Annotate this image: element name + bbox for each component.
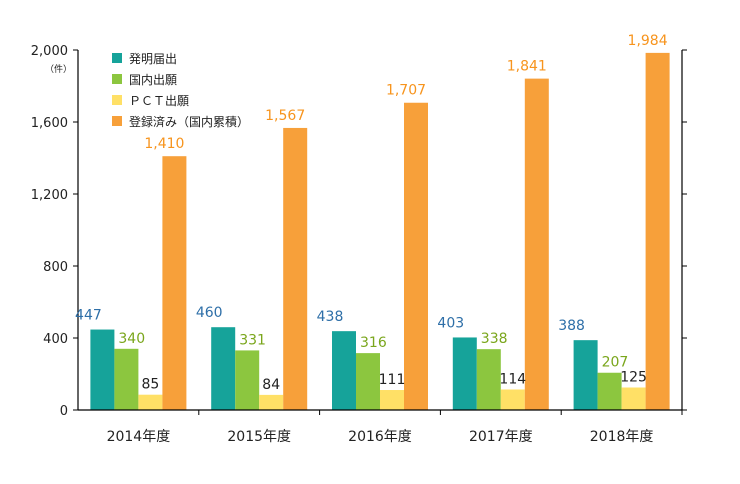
- data-label-s3-c4: 1,984: [628, 33, 668, 49]
- bar-s3-c3: [524, 78, 549, 411]
- bar-s3-c2: [404, 102, 428, 411]
- y-tick-label-1: 400: [43, 332, 68, 347]
- y-tick-label-2: 800: [43, 260, 68, 275]
- bar-s3-c4: [645, 52, 670, 410]
- legend-label-2: ＰＣＴ出願: [129, 94, 189, 108]
- bars-layer: [90, 52, 670, 411]
- data-label-s2-c1: 84: [262, 377, 280, 393]
- data-label-s2-c2: 111: [379, 372, 406, 388]
- y-tick-label-5: 2,000: [31, 44, 68, 59]
- bar-s2-c1: [259, 394, 284, 410]
- bar-s0-c1: [211, 327, 236, 410]
- x-tick-label-3: 2017年度: [469, 429, 533, 445]
- bar-s0-c2: [332, 331, 356, 410]
- bar-s2-c3: [500, 389, 525, 410]
- bar-s1-c2: [356, 353, 380, 410]
- data-label-s3-c2: 1,707: [386, 83, 426, 99]
- data-label-s1-c4: 207: [602, 355, 629, 371]
- data-label-s0-c2: 438: [317, 309, 344, 325]
- legend-swatch-1: [112, 74, 122, 84]
- y-unit-label: （件）: [45, 63, 72, 75]
- bar-s1-c0: [114, 348, 139, 410]
- bar-s0-c3: [452, 337, 477, 410]
- data-label-s1-c3: 338: [481, 331, 508, 347]
- data-label-s1-c0: 340: [118, 331, 145, 347]
- legend-label-1: 国内出願: [129, 73, 177, 87]
- data-label-s0-c3: 403: [437, 315, 464, 331]
- bar-s2-c4: [621, 387, 646, 410]
- data-label-s2-c0: 85: [141, 377, 159, 393]
- data-label-s2-c3: 114: [499, 371, 526, 387]
- bar-s2-c0: [138, 394, 163, 410]
- data-label-s0-c4: 388: [558, 318, 585, 334]
- legend-swatch-0: [112, 53, 122, 63]
- x-tick-label-4: 2018年度: [590, 429, 654, 445]
- data-label-s3-c1: 1,567: [265, 108, 305, 124]
- bar-s1-c3: [476, 349, 501, 410]
- bar-s1-c1: [235, 350, 260, 410]
- data-label-s2-c4: 125: [620, 370, 647, 386]
- data-label-s3-c0: 1,410: [144, 136, 184, 152]
- data-label-s1-c1: 331: [239, 332, 266, 348]
- legend-swatch-2: [112, 95, 122, 105]
- legend-label-3: 登録済み（国内累積）: [129, 114, 249, 129]
- legend-label-0: 発明届出: [129, 52, 177, 66]
- y-tick-label-0: 0: [60, 404, 68, 419]
- y-tick-label-4: 1,600: [31, 116, 68, 131]
- legend-swatch-3: [112, 116, 122, 126]
- x-tick-label-1: 2015年度: [227, 429, 291, 445]
- data-label-s1-c2: 316: [360, 335, 387, 351]
- bar-s2-c2: [380, 390, 404, 410]
- data-label-s3-c3: 1,841: [507, 59, 547, 75]
- bar-s0-c0: [90, 329, 115, 410]
- data-label-s0-c0: 447: [75, 308, 102, 324]
- bar-s3-c1: [283, 127, 308, 410]
- data-label-s0-c1: 460: [196, 305, 223, 321]
- bar-s3-c0: [162, 156, 187, 410]
- bar-s1-c4: [597, 372, 622, 410]
- x-tick-label-0: 2014年度: [107, 429, 171, 445]
- y-tick-label-3: 1,200: [31, 188, 68, 203]
- data-labels-layer: 447 460 438 403 388 340 331 316 338 207 85 84 111 114…: [75, 33, 668, 393]
- axes-layer: 0 400 800 1,200 1,600 2,000 （件） 2014年度 2015年度 201…: [31, 44, 687, 445]
- bar-s0-c4: [573, 340, 598, 410]
- x-tick-label-2: 2016年度: [348, 429, 412, 445]
